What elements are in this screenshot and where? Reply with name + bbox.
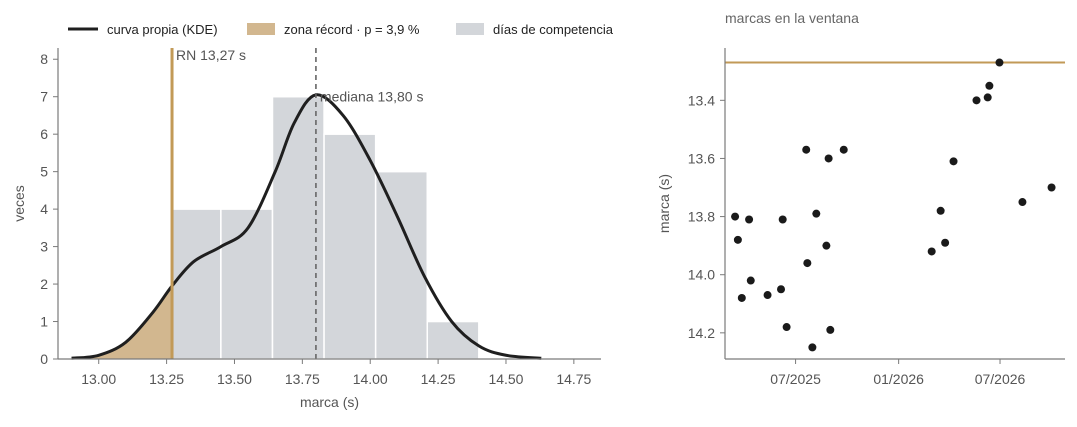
histogram-axes: 0 1 2 3 4 5 6 7 8 13.00 13.25 13.50 13.75 14.00 14.25 1… bbox=[40, 48, 601, 387]
scatter-point-6 bbox=[777, 285, 786, 294]
histogram-x-axis-label: marca (s) bbox=[300, 394, 359, 410]
record-label: RN 13,27 s bbox=[176, 47, 246, 63]
scatter-point-23 bbox=[985, 81, 994, 90]
scatter-point-4 bbox=[746, 276, 755, 285]
histogram-x-tick-label: 13.75 bbox=[285, 371, 320, 387]
histogram-bars bbox=[171, 95, 480, 360]
scatter-point-8 bbox=[782, 323, 791, 332]
scatter-point-22 bbox=[983, 93, 992, 102]
histogram-y-tick-label: 8 bbox=[40, 51, 48, 67]
legend: curva propia (KDE) zona récord · p = 3,9… bbox=[68, 22, 614, 37]
histogram-x-tick-label: 13.00 bbox=[81, 371, 116, 387]
legend-days-label: días de competencia bbox=[493, 22, 614, 37]
scatter-point-18 bbox=[936, 206, 945, 215]
histogram-x-tick-label: 13.50 bbox=[217, 371, 252, 387]
scatter-point-24 bbox=[995, 58, 1004, 67]
scatter-point-26 bbox=[1047, 183, 1056, 192]
histogram-x-tick-label: 14.25 bbox=[421, 371, 456, 387]
histogram-bar-0 bbox=[171, 208, 222, 360]
record-zone-area bbox=[71, 285, 173, 359]
scatter-x-tick-label: 07/2025 bbox=[770, 371, 821, 387]
scatter-point-1 bbox=[733, 235, 742, 244]
legend-days-swatch bbox=[456, 23, 484, 35]
scatter-point-7 bbox=[778, 215, 787, 224]
scatter-point-14 bbox=[824, 154, 833, 163]
scatter-point-2 bbox=[737, 293, 746, 302]
scatter-y-axis-label: marca (s) bbox=[656, 174, 672, 233]
scatter-axes: 13.4 13.6 13.8 14.0 14.2 07/2025 01/2026 07/202… bbox=[688, 48, 1065, 387]
scatter-point-21 bbox=[972, 96, 981, 105]
histogram-y-tick-label: 7 bbox=[40, 89, 48, 105]
scatter-point-20 bbox=[949, 157, 958, 166]
histogram-chart: RN 13,27 s mediana 13,80 s 0 1 2 3 4 5 6 7 8 13.0… bbox=[11, 47, 601, 410]
scatter-y-tick-label: 14.0 bbox=[688, 267, 715, 283]
scatter-y-tick-label: 13.4 bbox=[688, 92, 715, 108]
scatter-point-16 bbox=[839, 145, 848, 154]
histogram-y-tick-label: 2 bbox=[40, 276, 48, 292]
scatter-x-tick-label: 01/2026 bbox=[873, 371, 924, 387]
scatter-y-tick-label: 14.2 bbox=[688, 325, 715, 341]
legend-kde-label: curva propia (KDE) bbox=[107, 22, 218, 37]
scatter-point-12 bbox=[812, 209, 821, 218]
scatter-chart-title: marcas en la ventana bbox=[725, 10, 859, 26]
scatter-point-13 bbox=[822, 241, 831, 250]
histogram-y-tick-label: 1 bbox=[40, 314, 48, 330]
legend-zone-label: zona récord · p = 3,9 % bbox=[284, 22, 420, 37]
scatter-point-15 bbox=[826, 325, 835, 334]
median-label: mediana 13,80 s bbox=[320, 89, 424, 105]
scatter-point-17 bbox=[927, 247, 936, 256]
histogram-x-tick-label: 13.25 bbox=[149, 371, 184, 387]
kde-curve bbox=[71, 93, 542, 360]
scatter-point-9 bbox=[802, 145, 811, 154]
scatter-chart: marcas en la ventana 13.4 13.6 13.8 14.0 14.… bbox=[656, 10, 1065, 387]
scatter-y-tick-label: 13.8 bbox=[688, 209, 715, 225]
scatter-x-tick-label: 07/2026 bbox=[975, 371, 1026, 387]
scatter-points bbox=[731, 58, 1056, 352]
histogram-y-axis-label: veces bbox=[11, 185, 27, 222]
histogram-x-tick-label: 14.50 bbox=[488, 371, 523, 387]
scatter-point-10 bbox=[803, 259, 812, 268]
scatter-point-19 bbox=[941, 238, 950, 247]
histogram-y-tick-label: 5 bbox=[40, 164, 48, 180]
histogram-x-tick-label: 14.00 bbox=[353, 371, 388, 387]
scatter-y-tick-label: 13.6 bbox=[688, 150, 715, 166]
scatter-point-25 bbox=[1018, 198, 1027, 207]
histogram-y-tick-label: 3 bbox=[40, 239, 48, 255]
scatter-point-3 bbox=[745, 215, 754, 224]
histogram-y-tick-label: 0 bbox=[40, 351, 48, 367]
histogram-x-tick-label: 14.75 bbox=[556, 371, 591, 387]
histogram-bar-3 bbox=[323, 133, 377, 360]
scatter-point-0 bbox=[731, 212, 740, 221]
legend-zone-swatch bbox=[247, 23, 275, 35]
histogram-y-tick-label: 4 bbox=[40, 201, 48, 217]
scatter-point-5 bbox=[763, 291, 772, 300]
histogram-y-tick-label: 6 bbox=[40, 126, 48, 142]
scatter-point-11 bbox=[808, 343, 817, 352]
